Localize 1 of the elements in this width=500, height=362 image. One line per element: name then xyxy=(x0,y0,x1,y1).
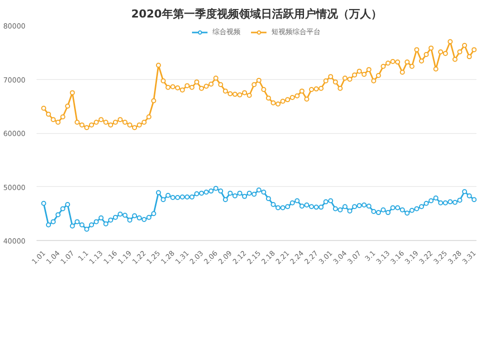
chart-title: 2020年第一季度视频领域日活跃用户情况（万人） xyxy=(131,8,382,20)
